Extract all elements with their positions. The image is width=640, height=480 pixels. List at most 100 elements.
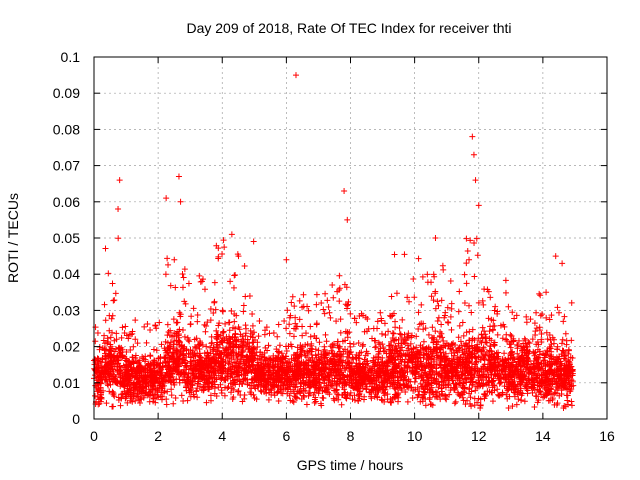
data-point bbox=[177, 311, 184, 318]
data-point bbox=[195, 341, 202, 348]
data-point bbox=[231, 318, 238, 325]
data-point bbox=[248, 348, 255, 355]
data-point bbox=[119, 353, 126, 360]
data-point bbox=[176, 326, 183, 333]
data-point bbox=[213, 327, 220, 334]
data-point bbox=[105, 270, 112, 277]
data-point bbox=[101, 368, 108, 375]
data-point bbox=[230, 284, 237, 291]
x-tick-label: 0 bbox=[90, 428, 98, 444]
data-point bbox=[210, 309, 217, 316]
data-point bbox=[167, 345, 174, 352]
data-point bbox=[245, 346, 252, 353]
data-point bbox=[217, 362, 224, 369]
data-point bbox=[168, 392, 175, 399]
data-point bbox=[211, 279, 218, 286]
data-point bbox=[193, 365, 200, 372]
data-point bbox=[101, 347, 108, 354]
data-point bbox=[95, 386, 102, 393]
data-point bbox=[207, 317, 214, 324]
data-point bbox=[242, 325, 249, 332]
data-point bbox=[117, 347, 124, 354]
data-point bbox=[135, 396, 142, 403]
data-point bbox=[129, 330, 136, 337]
data-point bbox=[123, 332, 130, 339]
data-point bbox=[152, 399, 159, 406]
data-point bbox=[124, 399, 131, 406]
data-point bbox=[131, 367, 138, 374]
data-point bbox=[207, 392, 214, 399]
data-point bbox=[147, 363, 154, 370]
data-point bbox=[214, 339, 221, 346]
data-point bbox=[115, 235, 122, 242]
data-point bbox=[161, 372, 168, 379]
data-point bbox=[125, 377, 132, 384]
data-point bbox=[157, 353, 164, 360]
data-point bbox=[132, 317, 139, 324]
data-point bbox=[100, 387, 107, 394]
data-point bbox=[95, 362, 102, 369]
data-point bbox=[237, 358, 244, 365]
data-point bbox=[240, 302, 247, 309]
data-point bbox=[105, 338, 112, 345]
data-point bbox=[231, 310, 238, 317]
data-point bbox=[137, 383, 144, 390]
data-point bbox=[241, 361, 248, 368]
y-tick-label: 0.07 bbox=[53, 158, 80, 174]
data-point bbox=[151, 358, 158, 365]
data-point bbox=[248, 391, 255, 398]
x-tick-label: 16 bbox=[599, 428, 615, 444]
data-point bbox=[193, 373, 200, 380]
data-point bbox=[235, 372, 242, 379]
data-point bbox=[185, 336, 192, 343]
data-point bbox=[168, 386, 175, 393]
data-point bbox=[133, 376, 140, 383]
data-point bbox=[127, 397, 134, 404]
data-point bbox=[185, 384, 192, 391]
data-point bbox=[109, 280, 116, 287]
data-point bbox=[219, 337, 226, 344]
data-point bbox=[227, 344, 234, 351]
data-point bbox=[164, 321, 171, 328]
data-point bbox=[215, 245, 222, 252]
data-point bbox=[235, 336, 242, 343]
data-point bbox=[104, 362, 111, 369]
data-point bbox=[237, 331, 244, 338]
data-point bbox=[156, 364, 163, 371]
data-point bbox=[228, 308, 235, 315]
data-point bbox=[194, 350, 201, 357]
data-point bbox=[146, 389, 153, 396]
data-point bbox=[194, 318, 201, 325]
data-point bbox=[215, 255, 222, 262]
data-point bbox=[110, 403, 117, 410]
data-point bbox=[114, 367, 121, 374]
data-point bbox=[171, 381, 178, 388]
data-point bbox=[243, 357, 250, 364]
data-point bbox=[173, 331, 180, 338]
x-axis-title: GPS time / hours bbox=[297, 457, 404, 473]
data-point bbox=[98, 394, 105, 401]
data-point bbox=[109, 345, 116, 352]
data-point bbox=[207, 344, 214, 351]
data-point bbox=[138, 388, 145, 395]
data-point bbox=[213, 351, 220, 358]
data-point bbox=[231, 334, 238, 341]
y-tick-label: 0.05 bbox=[53, 230, 80, 246]
data-point bbox=[249, 322, 256, 329]
data-point bbox=[174, 347, 181, 354]
data-point bbox=[188, 354, 195, 361]
data-point bbox=[232, 271, 239, 278]
data-point bbox=[203, 322, 210, 329]
chart-title: Day 209 of 2018, Rate Of TEC Index for r… bbox=[186, 20, 511, 36]
data-point bbox=[194, 394, 201, 401]
data-point bbox=[135, 359, 142, 366]
data-point bbox=[96, 400, 103, 407]
data-point bbox=[233, 352, 240, 359]
data-point bbox=[222, 384, 229, 391]
data-point bbox=[181, 371, 188, 378]
data-point bbox=[219, 250, 226, 257]
data-point bbox=[118, 394, 125, 401]
data-point bbox=[92, 392, 99, 399]
data-point bbox=[99, 356, 106, 363]
data-point bbox=[188, 313, 195, 320]
